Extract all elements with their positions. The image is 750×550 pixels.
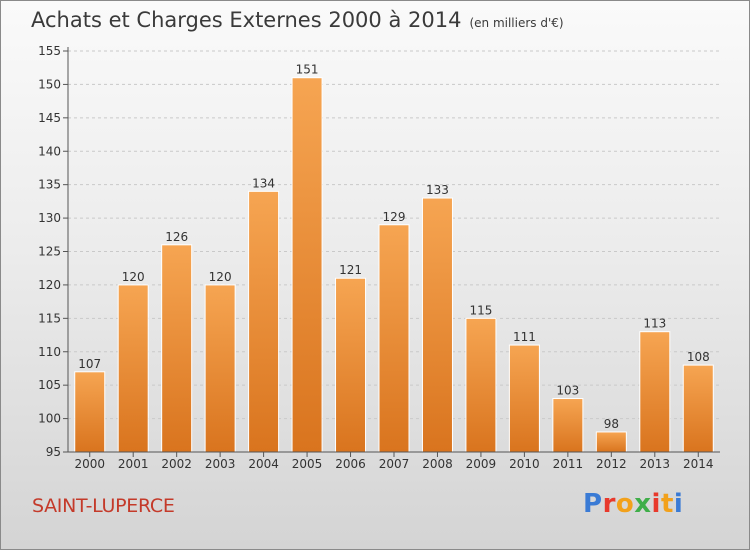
x-tick-label: 2014 [683,457,714,471]
x-tick-label: 2009 [466,457,497,471]
y-tick-label: 135 [38,178,61,192]
bar [682,364,714,453]
bar-value-label: 111 [513,330,536,344]
x-tick-label: 2008 [422,457,453,471]
x-tick-label: 2004 [248,457,279,471]
bar [639,331,671,453]
x-tick-label: 2007 [379,457,410,471]
y-tick-label: 120 [38,278,61,292]
y-tick-label: 110 [38,345,61,359]
x-tick-label: 2013 [640,457,671,471]
bar-value-label: 126 [165,230,188,244]
logo-letter: o [615,489,635,519]
bar [595,431,627,453]
bar [74,371,106,453]
chart-title-unit: (en milliers d'€) [469,16,564,30]
logo-letter: P [583,489,603,519]
logo-letter: i [673,489,684,519]
logo-letter: i [651,489,661,519]
bar [161,244,193,453]
logo-letter: x [634,489,652,519]
x-tick-label: 2012 [596,457,627,471]
x-tick-label: 2001 [118,457,149,471]
y-tick-label: 130 [38,211,61,225]
commune-name: SAINT-LUPERCE [32,495,175,517]
bar-value-label: 108 [687,350,710,364]
bar [117,284,149,453]
bar [552,398,584,453]
bar-value-label: 129 [383,210,406,224]
bar-value-label: 134 [252,176,275,190]
y-tick-label: 125 [38,245,61,259]
x-tick-label: 2003 [205,457,236,471]
x-tick-label: 2002 [161,457,192,471]
y-tick-label: 105 [38,378,61,392]
bar [291,77,323,453]
bar-value-label: 133 [426,183,449,197]
bar [378,224,410,453]
bar-value-label: 98 [604,417,619,431]
bar [204,284,236,453]
bar [335,277,367,453]
x-tick-label: 2010 [509,457,540,471]
bar-value-label: 115 [469,303,492,317]
bar-value-label: 120 [122,270,145,284]
x-tick-label: 2011 [553,457,584,471]
logo-letter: t [660,489,674,519]
x-tick-label: 2005 [292,457,323,471]
bar-value-label: 121 [339,263,362,277]
x-tick-label: 2000 [74,457,105,471]
y-tick-label: 145 [38,111,61,125]
bar-value-label: 151 [296,63,319,77]
proxiti-logo: Proxiti [583,489,683,519]
y-tick-label: 155 [38,44,61,58]
y-tick-label: 150 [38,77,61,91]
bar-value-label: 107 [78,357,101,371]
y-tick-label: 115 [38,311,61,325]
bar-value-label: 120 [209,270,232,284]
bar [508,344,540,453]
logo-letter: r [602,489,616,519]
bar [421,197,453,453]
x-tick-label: 2006 [335,457,366,471]
bar [248,190,280,453]
y-tick-label: 95 [46,445,61,459]
y-tick-label: 100 [38,412,61,426]
chart-title: Achats et Charges Externes 2000 à 2014 (e… [31,8,564,32]
bar [465,317,497,453]
bar-value-label: 113 [643,317,666,331]
y-tick-label: 140 [38,144,61,158]
bar-value-label: 103 [556,384,579,398]
chart-title-main: Achats et Charges Externes 2000 à 2014 [31,8,462,32]
